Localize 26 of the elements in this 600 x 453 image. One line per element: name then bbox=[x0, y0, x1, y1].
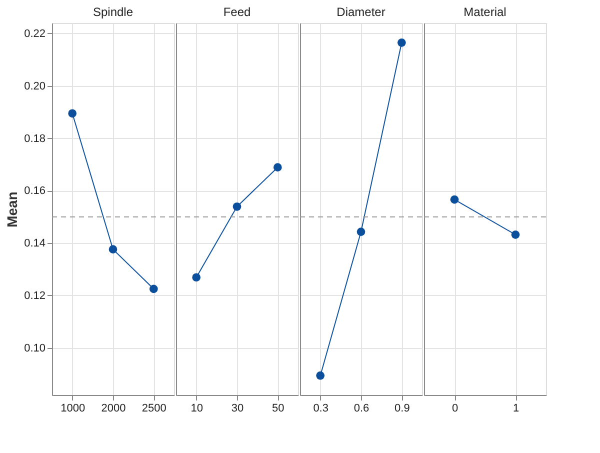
y-tick-label: 0.14 bbox=[24, 238, 46, 250]
x-tick-label: 2000 bbox=[101, 402, 126, 414]
chart-title: Feed bbox=[223, 5, 251, 19]
y-tick-label: 0.20 bbox=[24, 80, 46, 92]
x-tick-label: 10 bbox=[190, 402, 203, 414]
x-tick-label: 0 bbox=[452, 402, 458, 414]
x-tick-label: 50 bbox=[272, 402, 284, 414]
y-tick-label: 0.12 bbox=[24, 290, 46, 302]
x-tick-label: 0.9 bbox=[394, 402, 410, 414]
x-tick-label: 2500 bbox=[142, 402, 166, 414]
y-tick-label: 0.22 bbox=[24, 28, 46, 40]
y-axis-title: Mean bbox=[4, 192, 20, 228]
y-tick-label: 0.16 bbox=[24, 185, 46, 198]
x-tick-label: 1 bbox=[512, 402, 520, 414]
chart-title: Material bbox=[464, 5, 506, 19]
chart-title: Diameter bbox=[336, 5, 386, 19]
x-tick-label: 30 bbox=[231, 402, 244, 414]
y-tick-label: 0.18 bbox=[24, 132, 46, 145]
point bbox=[68, 109, 77, 118]
chart-title: Spindle bbox=[92, 5, 134, 19]
x-tick-label: 0.3 bbox=[313, 402, 328, 414]
point bbox=[108, 245, 118, 254]
y-tick-label: 0.10 bbox=[24, 342, 46, 354]
x-tick-label: 1000 bbox=[60, 402, 86, 414]
x-tick-label: 0.6 bbox=[354, 402, 370, 414]
point bbox=[149, 284, 158, 294]
